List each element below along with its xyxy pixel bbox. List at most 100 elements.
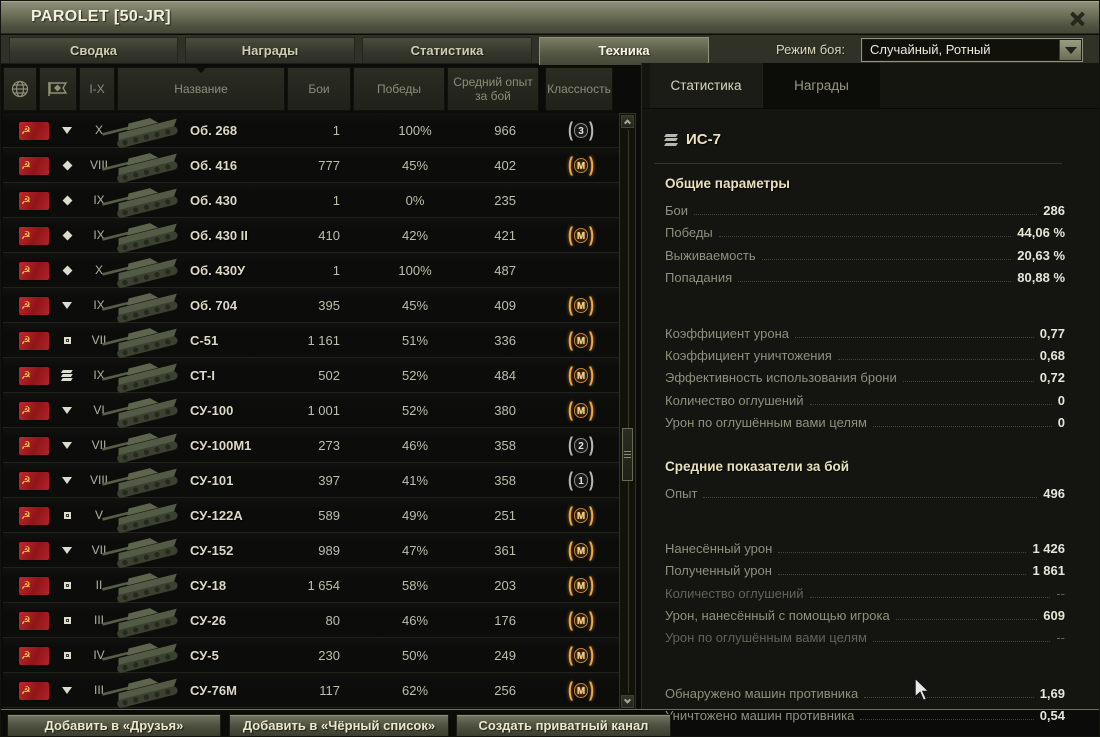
chevron-up-icon[interactable] <box>621 115 634 128</box>
add-friend-button[interactable]: Добавить в «Друзья» <box>7 714 221 736</box>
detail-tab-statistics[interactable]: Статистика <box>650 63 762 108</box>
stat-row: Победы 44,06 % <box>665 222 1065 244</box>
scrollbar-thumb[interactable] <box>622 428 633 481</box>
stat-row: Количество оглушений -- <box>665 583 1065 605</box>
vehicle-battles: 989 <box>318 543 340 558</box>
vehicle-row[interactable]: ☭ VIII СУ-101 397 41% 358(1) <box>3 463 619 498</box>
column-header-nation[interactable] <box>39 67 77 111</box>
vehicle-avg-xp: 358 <box>494 438 516 453</box>
vehicle-name: С-51 <box>190 333 219 348</box>
stat-group: Коэффициент урона 0,77 Коэффициент уничтож… <box>665 323 1065 435</box>
stat-row: Урон по оглушённым вами целям 0 <box>665 412 1065 434</box>
stat-row: Опыт 496 <box>665 483 1065 505</box>
vehicle-row[interactable]: ☭ IX СТ-I 502 52% 484 (M) <box>3 358 619 393</box>
battle-mode-select[interactable]: Случайный, Ротный <box>861 38 1083 62</box>
vehicle-avg-xp: 235 <box>494 193 516 208</box>
vehicle-avg-xp: 358 <box>494 473 516 488</box>
vehicle-image <box>98 489 194 545</box>
tab-summary[interactable]: Сводка <box>9 37 178 63</box>
vehicle-wins: 49% <box>401 508 429 523</box>
dotted-leader <box>703 483 1038 498</box>
dotted-leader <box>872 412 1052 428</box>
vehicle-image <box>98 419 194 475</box>
chevron-down-icon[interactable] <box>621 695 634 708</box>
vehicle-avg-xp: 176 <box>494 613 516 628</box>
vehicle-row[interactable]: ☭ II СУ-18 1 654 58% 203 (M) <box>3 568 619 603</box>
add-blacklist-button[interactable]: Добавить в «Чёрный список» <box>229 714 449 736</box>
stat-label: Выживаемость <box>665 247 756 263</box>
stat-label: Победы <box>665 225 713 241</box>
vehicle-row[interactable]: ☭ IX Об. 704 395 45% 409 (M) <box>3 288 619 323</box>
column-header-name[interactable]: Название <box>117 67 285 111</box>
mastery-badge-icon: (M) <box>568 644 594 667</box>
vehicle-row[interactable]: ☭ VII СУ-152 989 47% 361(M) <box>3 533 619 568</box>
vehicle-row[interactable]: ☭ V СУ-122А 589 49% 251 (M) <box>3 498 619 533</box>
close-icon[interactable] <box>1067 8 1089 30</box>
vehicle-name: СУ-152 <box>190 543 234 558</box>
mastery-badge-icon: (M) <box>568 539 594 562</box>
chevron-down-icon[interactable] <box>1059 40 1081 60</box>
vehicle-tier: VI <box>93 403 105 417</box>
vehicle-row[interactable]: ☭ VII СУ-100М1 273 46% 358(2) <box>3 428 619 463</box>
stat-label: Попадания <box>665 270 733 286</box>
stat-row: Нанесённый урон 1 426 <box>665 538 1065 560</box>
sort-caret-icon <box>195 67 207 73</box>
vehicle-row[interactable]: ☭ VIII Об. 416 777 45% 402(M) <box>3 148 619 183</box>
stat-label: Коэффициент уничтожения <box>665 347 832 363</box>
column-header-tier[interactable]: I-X <box>79 67 115 111</box>
vehicle-battles: 80 <box>325 613 340 628</box>
vehicle-row[interactable]: ☭ IX Об. 430 II 410 42% 421 (M) <box>3 218 619 253</box>
vehicle-image <box>98 629 194 685</box>
stat-label: Количество оглушений <box>665 585 804 601</box>
detail-tab-awards[interactable]: Награды <box>762 63 880 108</box>
vehicle-name: СУ-100 <box>190 403 234 418</box>
column-header-wins[interactable]: Победы <box>353 67 445 111</box>
tank-destroyer-icon <box>59 393 75 428</box>
vehicle-avg-xp: 361 <box>494 543 516 558</box>
vehicle-row[interactable]: ☭ IX Об. 430 1 0% 235 <box>3 183 619 218</box>
column-header-avg-xp[interactable]: Средний опыт за бой <box>447 67 539 111</box>
create-private-channel-button[interactable]: Создать приватный канал <box>456 714 671 736</box>
vehicle-name: СУ-101 <box>190 473 234 488</box>
stat-row: Коэффициент урона 0,77 <box>665 323 1065 345</box>
vehicle-tier: X <box>94 123 103 137</box>
window-title: PAROLET [50-JR] <box>31 8 171 25</box>
tab-statistics[interactable]: Статистика <box>362 37 532 63</box>
tab-vehicles[interactable]: Техника <box>539 37 709 65</box>
vehicle-row[interactable]: ☭ VI СУ-100 1 001 52% 380 (M) <box>3 393 619 428</box>
column-header-battles[interactable]: Бои <box>287 67 351 111</box>
tab-awards[interactable]: Награды <box>185 37 355 63</box>
vehicle-avg-xp: 336 <box>494 333 516 348</box>
vehicle-image <box>98 349 194 405</box>
dotted-leader <box>694 200 1038 215</box>
vehicle-header: ИС-7 <box>664 131 721 148</box>
vehicle-image <box>98 594 194 650</box>
vehicle-image <box>98 454 194 510</box>
vehicle-row[interactable]: ☭ X Об. 268 1 100% 966 (3) <box>3 113 619 148</box>
vehicle-name: Об. 416 <box>190 158 238 173</box>
vehicle-row[interactable]: ☭ IV СУ-5 230 50% 249 (M) <box>3 638 619 673</box>
column-header-mastery[interactable]: Классность <box>545 67 613 111</box>
vehicle-name: Об. 430У <box>190 263 246 278</box>
stat-value: -- <box>1056 630 1065 646</box>
vehicle-name: Об. 268 <box>190 123 238 138</box>
mastery-badge-icon: (M) <box>568 504 594 527</box>
stat-value: 80,88 % <box>1017 270 1065 286</box>
vehicle-row[interactable]: ☭ X Об. 430У 1 100% 487 <box>3 253 619 288</box>
main-tab-strip: Сводка Награды Статистика Техника Режим … <box>1 35 1099 65</box>
vehicle-wins: 41% <box>401 473 429 488</box>
dotted-leader <box>837 345 1034 360</box>
vehicle-image <box>98 384 194 440</box>
vehicle-row[interactable]: ☭ VII С-51 1 161 51% 336(M) <box>3 323 619 358</box>
vehicle-image <box>98 209 194 265</box>
vehicle-battles: 230 <box>318 648 340 663</box>
mastery-badge-icon: (M) <box>568 574 594 597</box>
tank-destroyer-icon <box>59 113 75 148</box>
vehicle-list-scrollbar[interactable] <box>619 113 636 710</box>
section-title: Средние показатели за бой <box>665 458 850 474</box>
column-header-server[interactable] <box>3 67 37 111</box>
vehicle-row[interactable]: ☭ III СУ-76М 117 62% 256 (M) <box>3 673 619 708</box>
vehicle-row[interactable]: ☭ III СУ-26 80 46% 176 (M) <box>3 603 619 638</box>
stat-row: Попадания 80,88 % <box>665 267 1065 289</box>
stat-value: 286 <box>1043 203 1065 218</box>
